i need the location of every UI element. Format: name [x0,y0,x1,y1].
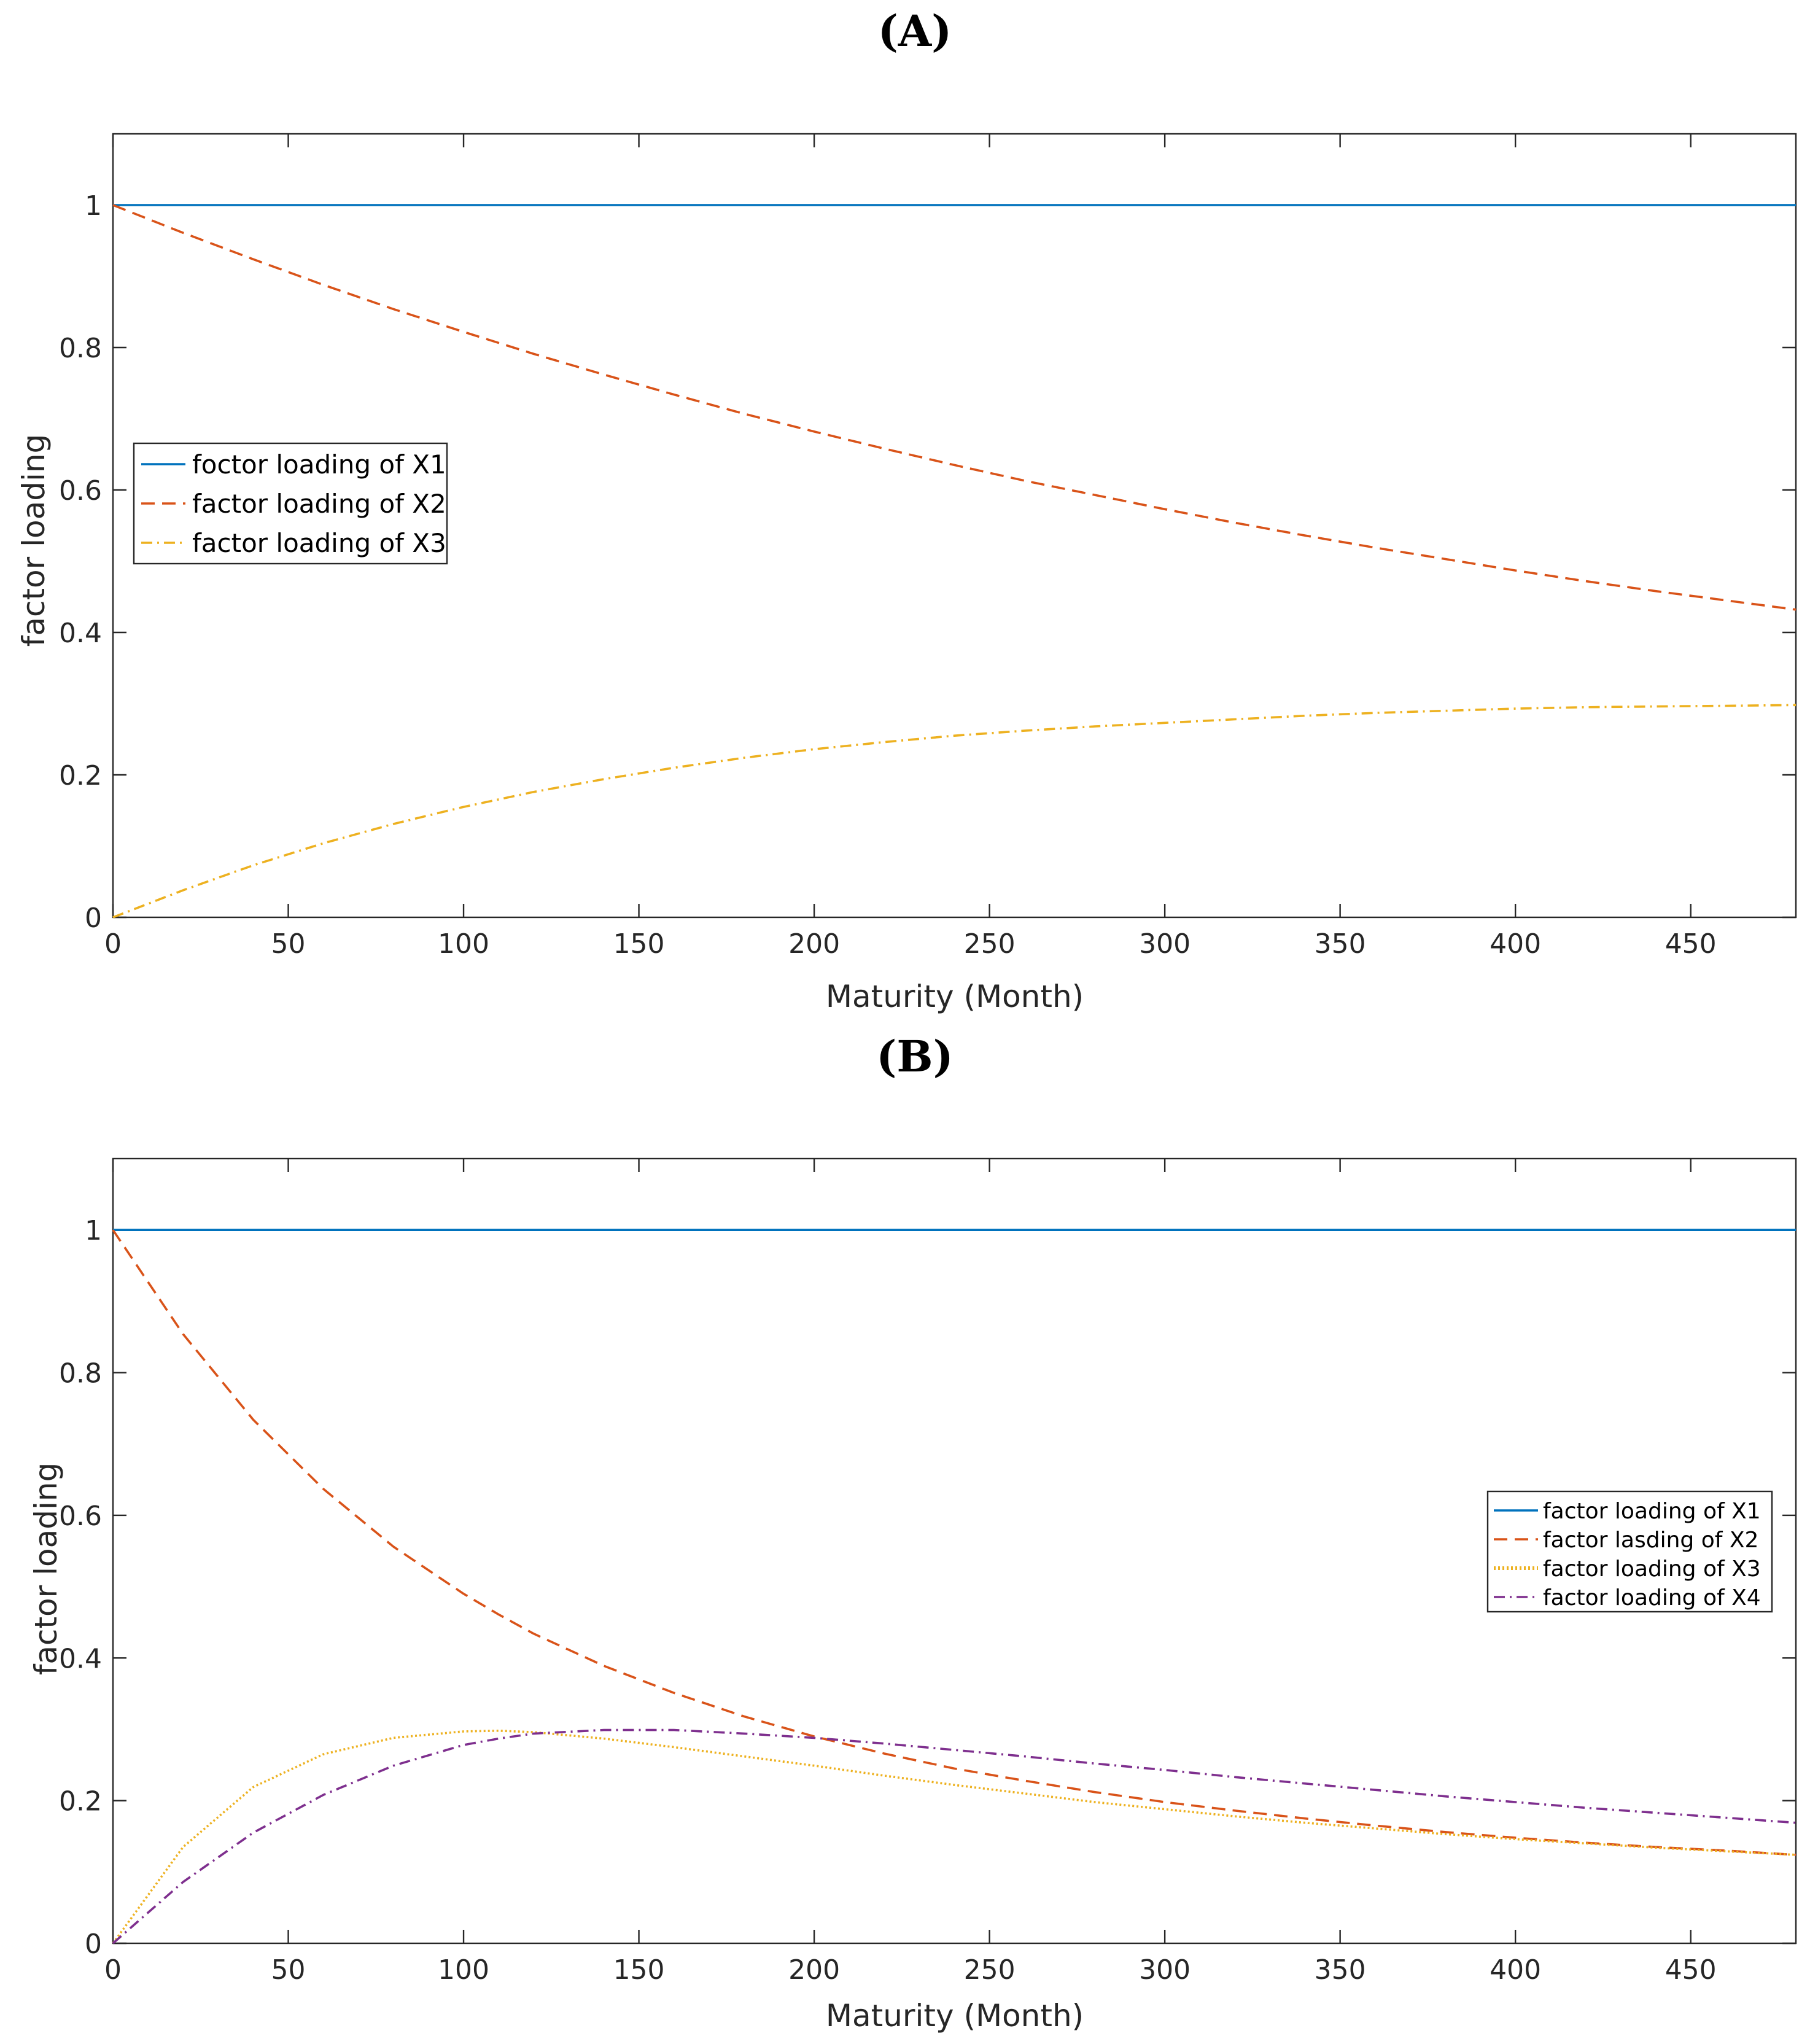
panel-a-series-x3-line [112,704,1797,919]
panel-b-x-tick-label: 300 [1139,1954,1191,1986]
panel-b-x-tick-label: 450 [1665,1954,1717,1986]
panel-a-y-tick-label: 1 [85,190,102,222]
panel-a-x-tick-label: 150 [613,928,665,960]
panel-a-x-tick-label: 250 [964,928,1016,960]
panel-b-x-tick-label: 50 [271,1954,306,1986]
panel-b-legend-label-x2: factor lasding of X2 [1543,1528,1758,1553]
panel-a-title: (A) [878,6,952,56]
panel-a-x-axis-label: Maturity (Month) [826,979,1084,1014]
panel-b-title: (B) [876,1031,953,1082]
panel-a-axes-frame [112,133,1797,919]
panel-b-x-tick-label: 0 [104,1954,122,1986]
panel-b-legend-label-x4: factor loading of X4 [1543,1585,1761,1611]
panel-b-y-tick-label: 1 [85,1215,102,1246]
panel-a-x-tick-label: 450 [1665,928,1717,960]
panel-a-y-tick-label: 0.8 [59,333,102,364]
panel-a-legend: foctor loading of X1 factor loading of X… [133,442,448,565]
panel-b-x-tick-label: 250 [964,1954,1016,1986]
panel-a-legend-label-x2: factor loading of X2 [192,489,446,519]
panel-a-x-tick-label: 400 [1490,928,1541,960]
panel-a-legend-label-x3: factor loading of X3 [192,528,446,558]
panel-a-x-tick-label: 300 [1139,928,1191,960]
panel-b-y-tick-label: 0.6 [59,1501,102,1532]
panel-a-y-tick-label: 0.6 [59,475,102,507]
panel-b-y-tick-label: 0.2 [59,1786,102,1817]
panel-b-legend-label-x3: factor loading of X3 [1543,1556,1761,1582]
panel-a-y-tick-label: 0 [85,903,102,934]
panel-b-plot-area: 0 50 100 150 200 250 300 350 400 450 0 0.2 0.4 0.6 0.8… [59,1157,1797,1986]
panel-a-legend-label-x1: foctor loading of X1 [192,449,446,480]
panel-a-y-tick-label: 0.2 [59,760,102,791]
panel-b-series-x4-line [112,1728,1797,1945]
panel-b-y-tick-label: 0 [85,1929,102,1960]
panel-b-x-tick-label: 350 [1315,1954,1366,1986]
panel-a: (A) 0 50 100 150 200 250 300 350 400 450 0 0.2 0.4 0.… [16,6,1797,1014]
panel-b-x-axis-label: Maturity (Month) [826,1998,1084,2034]
panel-b-y-axis-label: factor loading [28,1463,64,1676]
panel-a-legend-box [133,442,448,565]
panel-a-x-tick-label: 0 [104,928,122,960]
panel-b-axes-frame [112,1157,1797,1945]
panel-b: (B) 0 50 100 150 200 250 300 350 400 450 0 0.2 0.4 0.… [28,1031,1797,2034]
panel-b-series-x2-line [112,1229,1797,1856]
panel-a-x-tick-label: 50 [271,928,306,960]
panel-a-x-tick-label: 350 [1315,928,1366,960]
panel-a-y-tick-label: 0.4 [59,618,102,649]
panel-b-x-tick-label: 200 [788,1954,840,1986]
panel-a-x-tick-label: 200 [788,928,840,960]
panel-b-x-tick-label: 400 [1490,1954,1541,1986]
panel-a-y-axis-label: factor loading [16,434,52,647]
panel-a-x-tick-label: 100 [438,928,489,960]
panel-b-legend: factor loading of X1 factor lasding of X… [1486,1490,1773,1613]
panel-a-plot-area: 0 50 100 150 200 250 300 350 400 450 0 0.2 0.4 0.6 0.8… [59,133,1797,960]
panel-b-x-tick-label: 150 [613,1954,665,1986]
panel-a-series-x2-line [112,204,1797,611]
panel-b-series-x3-line [112,1730,1797,1945]
panel-b-y-tick-label: 0.8 [59,1358,102,1389]
panel-b-x-tick-label: 100 [438,1954,489,1986]
panel-b-legend-label-x1: factor loading of X1 [1543,1499,1761,1524]
panel-b-y-tick-label: 0.4 [59,1643,102,1674]
